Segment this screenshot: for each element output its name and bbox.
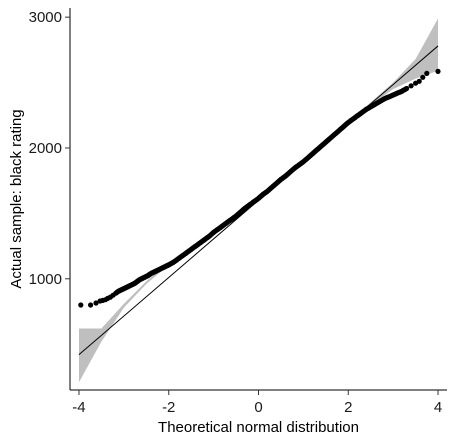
data-point: [93, 300, 99, 306]
data-point: [408, 83, 414, 89]
x-tick-label: 2: [344, 399, 352, 416]
reference-line: [78, 45, 439, 356]
data-point: [402, 86, 409, 92]
data-point: [416, 78, 422, 84]
x-tick-label: 0: [254, 399, 262, 416]
y-tick-label: 1000: [29, 271, 62, 288]
data-point: [78, 302, 84, 308]
x-tick-label: 4: [434, 399, 442, 416]
y-tick-label: 3000: [29, 9, 62, 26]
data-point: [435, 68, 441, 74]
x-axis-ticks: -4 -2 0 2 4: [72, 390, 442, 416]
data-point: [420, 74, 426, 80]
x-tick-label: -4: [72, 399, 85, 416]
data-points: [78, 68, 441, 308]
data-point: [88, 302, 94, 308]
y-axis-ticks: 1000 2000 3000: [29, 9, 70, 288]
plot-area: [78, 18, 441, 383]
x-axis-title: Theoretical normal distribution: [158, 419, 359, 436]
y-tick-label: 2000: [29, 140, 62, 157]
x-tick-label: -2: [162, 399, 175, 416]
y-axis-title: Actual sample: black rating: [8, 109, 25, 288]
data-point: [424, 70, 430, 76]
